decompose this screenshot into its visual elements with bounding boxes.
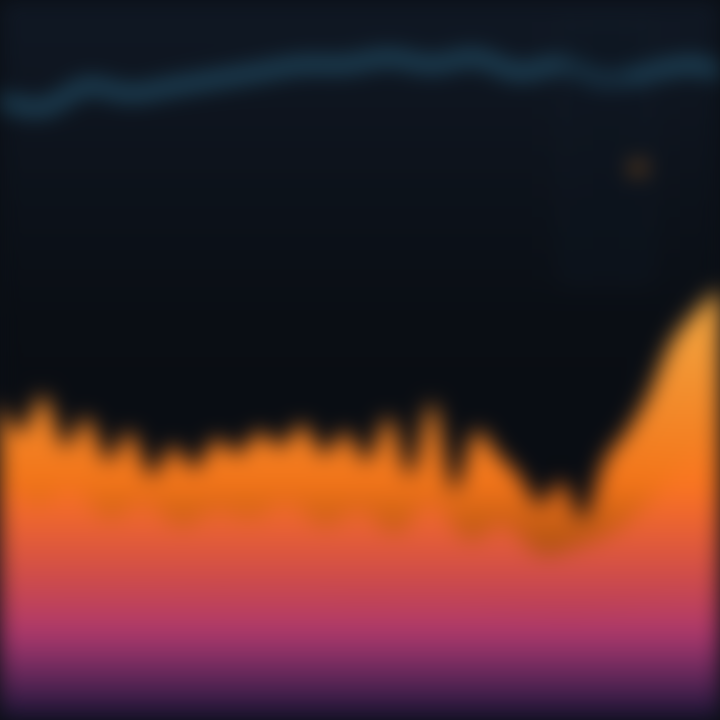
panel-marker-0 (631, 74, 645, 80)
side-panel (562, 22, 650, 283)
spectrum-area-chart (0, 0, 720, 720)
area-orange-top (0, 288, 720, 720)
panel-marker-1 (631, 165, 645, 171)
